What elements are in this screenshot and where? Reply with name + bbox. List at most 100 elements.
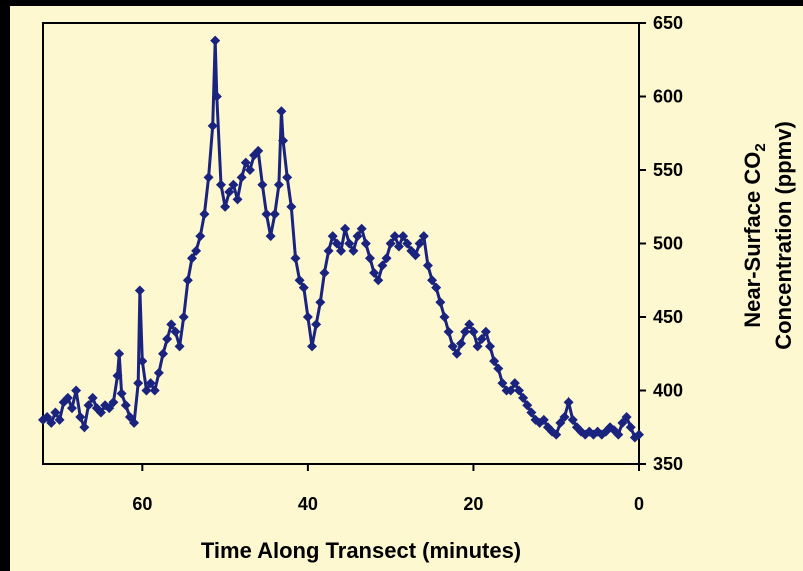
data-point (319, 267, 330, 278)
y-tick-label: 650 (653, 13, 683, 33)
data-markers (38, 35, 644, 443)
data-point (385, 238, 396, 249)
data-point (460, 326, 471, 337)
data-point (265, 231, 276, 242)
data-point (54, 414, 65, 425)
data-point (323, 245, 334, 256)
data-point (46, 417, 57, 428)
y-tick-label: 400 (653, 381, 683, 401)
data-point (207, 120, 218, 131)
data-point (625, 422, 636, 433)
data-point (634, 429, 644, 440)
data-point (42, 411, 53, 422)
data-point (513, 385, 524, 396)
data-point (352, 231, 363, 242)
data-point (276, 106, 287, 117)
data-point (480, 326, 491, 337)
data-point (381, 253, 392, 264)
x-tick-label: 20 (463, 494, 483, 514)
data-point (518, 392, 529, 403)
data-point (447, 341, 458, 352)
data-point (211, 91, 222, 102)
data-point (232, 194, 243, 205)
data-point (489, 356, 500, 367)
data-point (410, 250, 421, 261)
data-point (162, 334, 173, 345)
data-point (79, 422, 90, 433)
data-point (369, 267, 380, 278)
data-point (116, 388, 127, 399)
data-point (373, 275, 384, 286)
data-point (191, 245, 202, 256)
data-point (129, 417, 140, 428)
x-axis-title: Time Along Transect (minutes) (201, 538, 521, 563)
data-point (108, 397, 119, 408)
data-point (178, 312, 189, 322)
data-point (621, 411, 632, 422)
data-point (327, 231, 338, 242)
data-point (244, 165, 255, 175)
data-point (302, 312, 313, 322)
data-point (456, 338, 467, 349)
data-point (75, 411, 86, 422)
data-point (340, 223, 351, 234)
data-point (249, 150, 260, 161)
data-point (124, 411, 135, 422)
data-point (559, 411, 570, 422)
data-point (356, 223, 367, 234)
y-axis-title-prefix: Near-Surface CO (740, 152, 765, 328)
data-point (153, 367, 164, 378)
data-point (431, 282, 442, 293)
data-point (497, 378, 508, 389)
data-point (210, 35, 221, 46)
data-point (509, 378, 520, 389)
data-point (149, 385, 160, 396)
y-axis-title-line-2: Concentration (ppmv) (771, 121, 796, 350)
y-axis: 650 600 550 500 450 400 350 (639, 13, 683, 474)
data-point (50, 407, 61, 418)
data-point (360, 238, 371, 249)
data-point (261, 209, 272, 220)
data-point (253, 145, 264, 156)
data-point (443, 326, 454, 337)
data-point (87, 392, 98, 403)
data-point (240, 157, 251, 168)
data-point (273, 179, 284, 190)
x-tick-label: 40 (298, 494, 318, 514)
data-point (307, 341, 318, 352)
data-point (505, 385, 516, 396)
data-point (145, 378, 156, 389)
data-point (311, 319, 322, 330)
data-point (555, 417, 566, 428)
data-point (613, 429, 624, 440)
x-tick-label: 60 (132, 494, 152, 514)
data-point (464, 319, 475, 330)
x-tick-label: 0 (634, 494, 644, 514)
data-point (166, 319, 177, 330)
data-point (269, 209, 280, 220)
y-tick-label: 600 (653, 87, 683, 107)
data-point (439, 312, 450, 322)
data-point (422, 260, 433, 271)
data-point (294, 275, 305, 286)
x-axis: 60 40 20 0 (132, 464, 644, 514)
data-point (331, 238, 342, 249)
data-point (257, 179, 268, 190)
y-tick-label: 550 (653, 160, 683, 180)
y-tick-label: 450 (653, 307, 683, 327)
data-point (62, 392, 73, 403)
data-point (493, 363, 504, 374)
data-point (418, 231, 429, 242)
data-point (476, 334, 487, 345)
data-point (133, 378, 144, 389)
data-point (451, 348, 462, 359)
data-point (112, 370, 123, 381)
data-point (104, 403, 115, 414)
data-point (402, 238, 413, 249)
data-point (427, 275, 438, 286)
data-point (236, 172, 247, 183)
data-point (414, 238, 425, 249)
data-point (298, 282, 309, 293)
